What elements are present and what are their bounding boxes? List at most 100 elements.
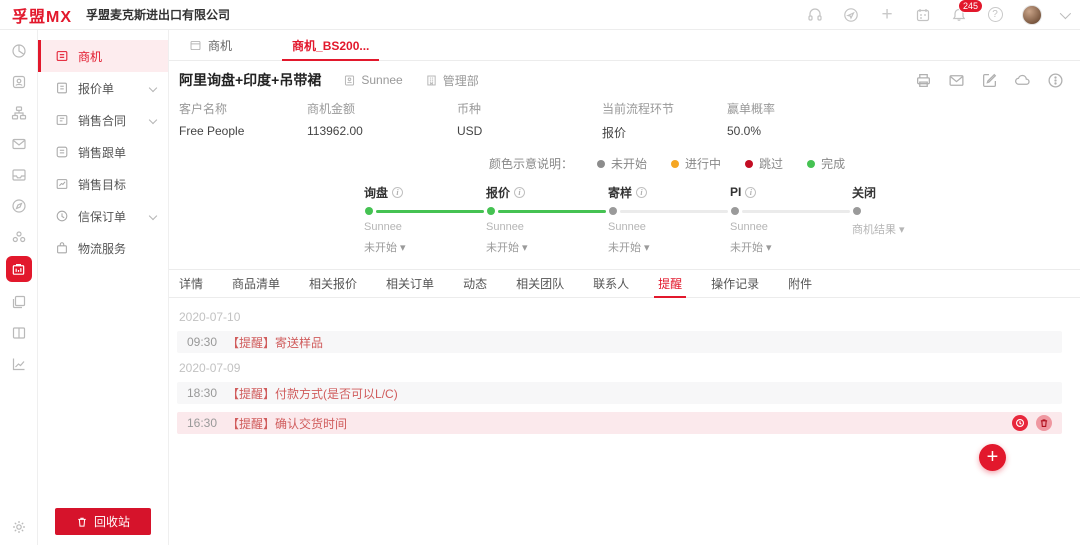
sidebar-item-sales-contract[interactable]: 销售合同 (38, 104, 168, 136)
tab-details[interactable]: 详情 (179, 277, 204, 291)
sidebar-item-opportunity[interactable]: 商机 (38, 40, 168, 72)
sidebar-item-sales-target[interactable]: 销售目标 (38, 168, 168, 200)
compass-icon[interactable] (10, 197, 27, 214)
dashboard-pie-icon[interactable] (10, 42, 27, 59)
tab-label: 商机_BS200... (292, 38, 370, 53)
page-title: 阿里询盘+印度+吊带裙 (179, 72, 322, 88)
step-status-dropdown[interactable]: 未开始 ▾ (364, 242, 406, 254)
add-reminder-fab[interactable]: + (979, 444, 1006, 471)
chevron-down-icon (148, 211, 158, 221)
step-close: 关闭i 商机结果 ▾ (852, 184, 974, 255)
tab-opportunity-detail[interactable]: 商机_BS200... (282, 30, 380, 61)
step-inquiry: 询盘 i Sunnee 未开始 ▾ (364, 184, 486, 255)
step-status-dropdown[interactable]: 未开始 ▾ (730, 242, 772, 254)
org-structure-icon[interactable] (10, 104, 27, 121)
more-options-icon[interactable] (1046, 71, 1064, 89)
status-dot (807, 159, 816, 168)
section-divider (169, 269, 1080, 270)
field-summary: 客户名称 Free People 商机金额 113962.00 币种 USD 当前流程… (169, 96, 1080, 141)
tab-product-list[interactable]: 商品清单 (232, 277, 281, 291)
status-dot (597, 159, 606, 168)
tab-reminders[interactable]: 提醒 (654, 270, 687, 298)
info-icon[interactable]: i (514, 186, 526, 198)
status-dot (745, 159, 754, 168)
step-status-dropdown[interactable]: 未开始 ▾ (608, 242, 650, 254)
schedule-icon[interactable] (914, 6, 932, 24)
tab-related-orders[interactable]: 相关订单 (386, 277, 435, 291)
reminder-clock-button[interactable] (1012, 415, 1028, 431)
team-icon[interactable] (10, 228, 27, 245)
owner-badge-icon (345, 75, 355, 85)
tab-operation-log[interactable]: 操作记录 (711, 277, 760, 291)
info-icon[interactable]: i (392, 186, 404, 198)
tab-contacts[interactable]: 联系人 (593, 277, 630, 291)
main-content: 商机 商机_BS200... 阿里询盘+印度+吊带裙 Sunnee 管理部 (169, 30, 1080, 545)
legend-in-progress: 进行中 (671, 155, 721, 172)
send-message-icon[interactable] (842, 6, 860, 24)
reminder-row[interactable]: 18:30 【提醒】 付款方式(是否可以L/C) (177, 382, 1062, 404)
recycle-bin-label: 回收站 (93, 515, 130, 529)
sidebar-item-quotation[interactable]: 报价单 (38, 72, 168, 104)
help-icon[interactable]: ? (986, 6, 1004, 24)
status-dot (671, 159, 680, 168)
inbox-icon[interactable] (10, 166, 27, 183)
window-tabs: 商机 商机_BS200... (169, 30, 1080, 61)
legend-done: 完成 (807, 155, 845, 172)
notifications-icon[interactable]: 245 (950, 0, 984, 24)
info-icon[interactable]: i (745, 186, 757, 198)
contacts-icon[interactable] (10, 73, 27, 90)
add-icon[interactable]: + (881, 3, 893, 25)
field-currency: 币种 USD (457, 102, 483, 138)
tab-activity[interactable]: 动态 (463, 277, 488, 291)
legend-skipped: 跳过 (745, 155, 783, 172)
field-win-probability: 赢单概率 50.0% (727, 102, 776, 138)
step-quote: 报价 i Sunnee 未开始 ▾ (486, 184, 608, 255)
field-amount: 商机金额 113962.00 (307, 102, 363, 138)
department-building-icon (427, 75, 436, 85)
sidebar-item-label: 销售目标 (78, 177, 127, 192)
timeline-date: 2020-07-09 (179, 361, 241, 375)
legend-label: 颜色示意说明： (489, 157, 574, 171)
tab-opportunity-list[interactable]: 商机 (179, 30, 242, 60)
info-icon[interactable]: i (636, 186, 648, 198)
avatar[interactable] (1022, 4, 1042, 25)
field-current-stage: 当前流程环节 报价 (602, 102, 675, 140)
sidebar-item-credit-order[interactable]: 信保订单 (38, 200, 168, 232)
status-color-legend: 颜色示意说明： 未开始 进行中 跳过 完成 (489, 155, 1080, 172)
settings-gear-icon[interactable] (10, 518, 27, 535)
step-dot (365, 207, 373, 215)
process-steps: 询盘 i Sunnee 未开始 ▾ 报价 i Sunnee 未开始 ▾ 寄样 i Su… (364, 184, 1080, 255)
reminder-row-highlighted[interactable]: 16:30 【提醒】 确认交货时间 (177, 412, 1062, 434)
app-logo[interactable]: 孚盟MX (12, 8, 73, 26)
step-dot (609, 207, 617, 215)
tab-label: 商机 (208, 38, 233, 53)
timeline-date: 2020-07-10 (179, 310, 241, 324)
tab-attachments[interactable]: 附件 (788, 277, 813, 291)
edit-icon[interactable] (980, 71, 998, 89)
company-name: 孚盟麦克斯进出口有限公司 (86, 8, 231, 22)
sidebar-item-sales-followup[interactable]: 销售跟单 (38, 136, 168, 168)
print-icon[interactable] (914, 71, 932, 89)
tab-related-quotes[interactable]: 相关报价 (309, 277, 358, 291)
step-status-dropdown[interactable]: 未开始 ▾ (486, 242, 528, 254)
reminder-delete-button[interactable] (1036, 415, 1052, 431)
department-meta: 管理部 (425, 72, 479, 89)
headset-icon[interactable] (806, 6, 824, 24)
legend-not-started: 未开始 (597, 155, 647, 172)
mail-icon[interactable] (10, 135, 27, 152)
reminder-row[interactable]: 09:30 【提醒】 寄送样品 (177, 331, 1062, 353)
notebook-icon[interactable] (10, 324, 27, 341)
cloud-icon[interactable] (1013, 71, 1031, 89)
recycle-bin-button[interactable]: 回收站 (55, 508, 151, 535)
report-chart-icon[interactable] (10, 355, 27, 372)
sales-module-icon-active[interactable] (5, 256, 32, 282)
sidebar-item-logistics[interactable]: 物流服务 (38, 232, 168, 264)
documents-icon[interactable] (10, 293, 27, 310)
step-pi: PI i Sunnee 未开始 ▾ (730, 184, 852, 255)
email-icon[interactable] (947, 71, 965, 89)
tab-related-team[interactable]: 相关团队 (516, 277, 565, 291)
step-sample: 寄样 i Sunnee 未开始 ▾ (608, 184, 730, 255)
step-result-dropdown[interactable]: 商机结果 ▾ (852, 224, 905, 236)
chevron-down-icon[interactable] (1059, 7, 1072, 19)
field-customer-name: 客户名称 Free People (179, 102, 245, 138)
